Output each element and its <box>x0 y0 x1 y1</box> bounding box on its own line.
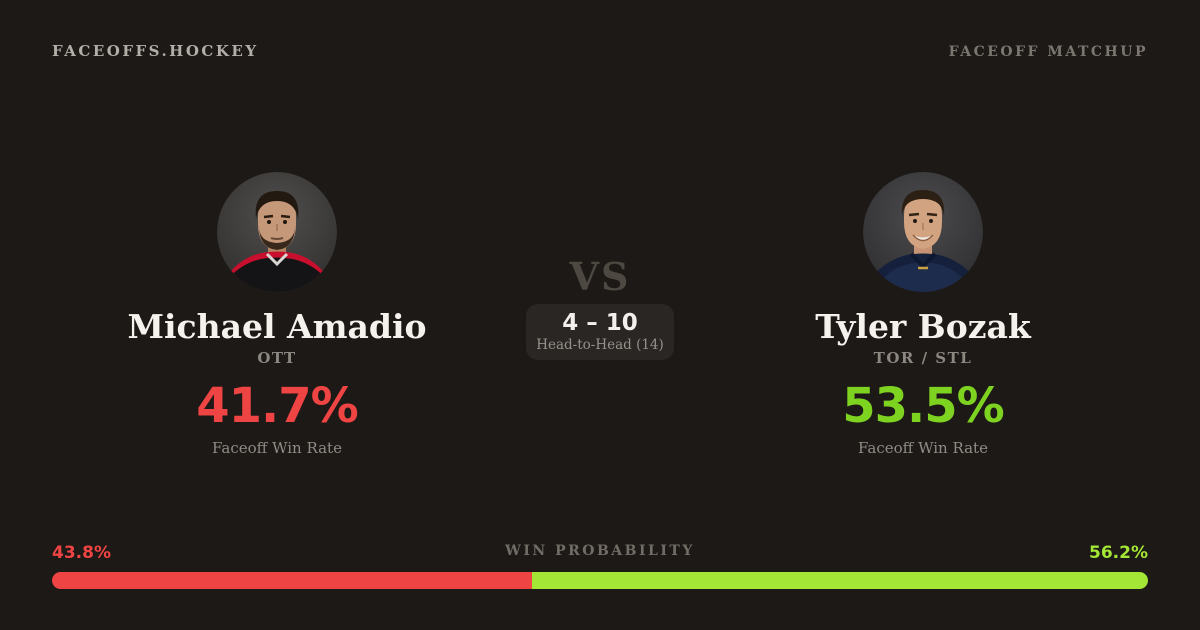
player-card-left: Michael Amadio OTT 41.7% Faceoff Win Rat… <box>52 172 502 457</box>
win-probability-section: 43.8% WIN PROBABILITY 56.2% <box>52 543 1148 589</box>
player-card-right: Tyler Bozak TOR / STL 53.5% Faceoff Win … <box>698 172 1148 457</box>
player-team-left: OTT <box>257 348 297 367</box>
win-rate-left: 41.7% <box>196 377 359 434</box>
vs-column: VS 4 – 10 Head-to-Head (14) <box>502 172 698 457</box>
brand-logo: FACEOFFS.HOCKEY <box>52 42 259 60</box>
bozak-headshot-icon <box>863 172 983 292</box>
head-to-head-label: Head-to-Head (14) <box>536 336 664 353</box>
win-probability-labels: 43.8% WIN PROBABILITY 56.2% <box>52 543 1148 563</box>
head-to-head-box: 4 – 10 Head-to-Head (14) <box>526 303 674 360</box>
amadio-headshot-icon <box>217 172 337 292</box>
head-to-head-score: 4 – 10 <box>562 309 638 336</box>
vs-label: VS <box>569 254 631 299</box>
prob-bar-left-segment <box>52 572 533 589</box>
player-team-right: TOR / STL <box>873 348 973 367</box>
win-probability-bar <box>52 572 1148 589</box>
prob-bar-right-segment <box>532 572 1148 589</box>
win-rate-right: 53.5% <box>842 377 1005 434</box>
win-rate-label-left: Faceoff Win Rate <box>212 438 342 457</box>
avatar-right <box>863 172 983 292</box>
win-probability-right-value: 56.2% <box>1089 543 1148 563</box>
matchup-section: Michael Amadio OTT 41.7% Faceoff Win Rat… <box>52 172 1148 457</box>
avatar-left <box>217 172 337 292</box>
win-rate-label-right: Faceoff Win Rate <box>858 438 988 457</box>
header: FACEOFFS.HOCKEY FACEOFF MATCHUP <box>52 42 1148 60</box>
page-label: FACEOFF MATCHUP <box>948 44 1148 60</box>
player-name-left: Michael Amadio <box>127 307 427 346</box>
player-name-right: Tyler Bozak <box>815 307 1031 346</box>
win-probability-left-value: 43.8% <box>52 543 111 563</box>
win-probability-title: WIN PROBABILITY <box>505 543 695 559</box>
